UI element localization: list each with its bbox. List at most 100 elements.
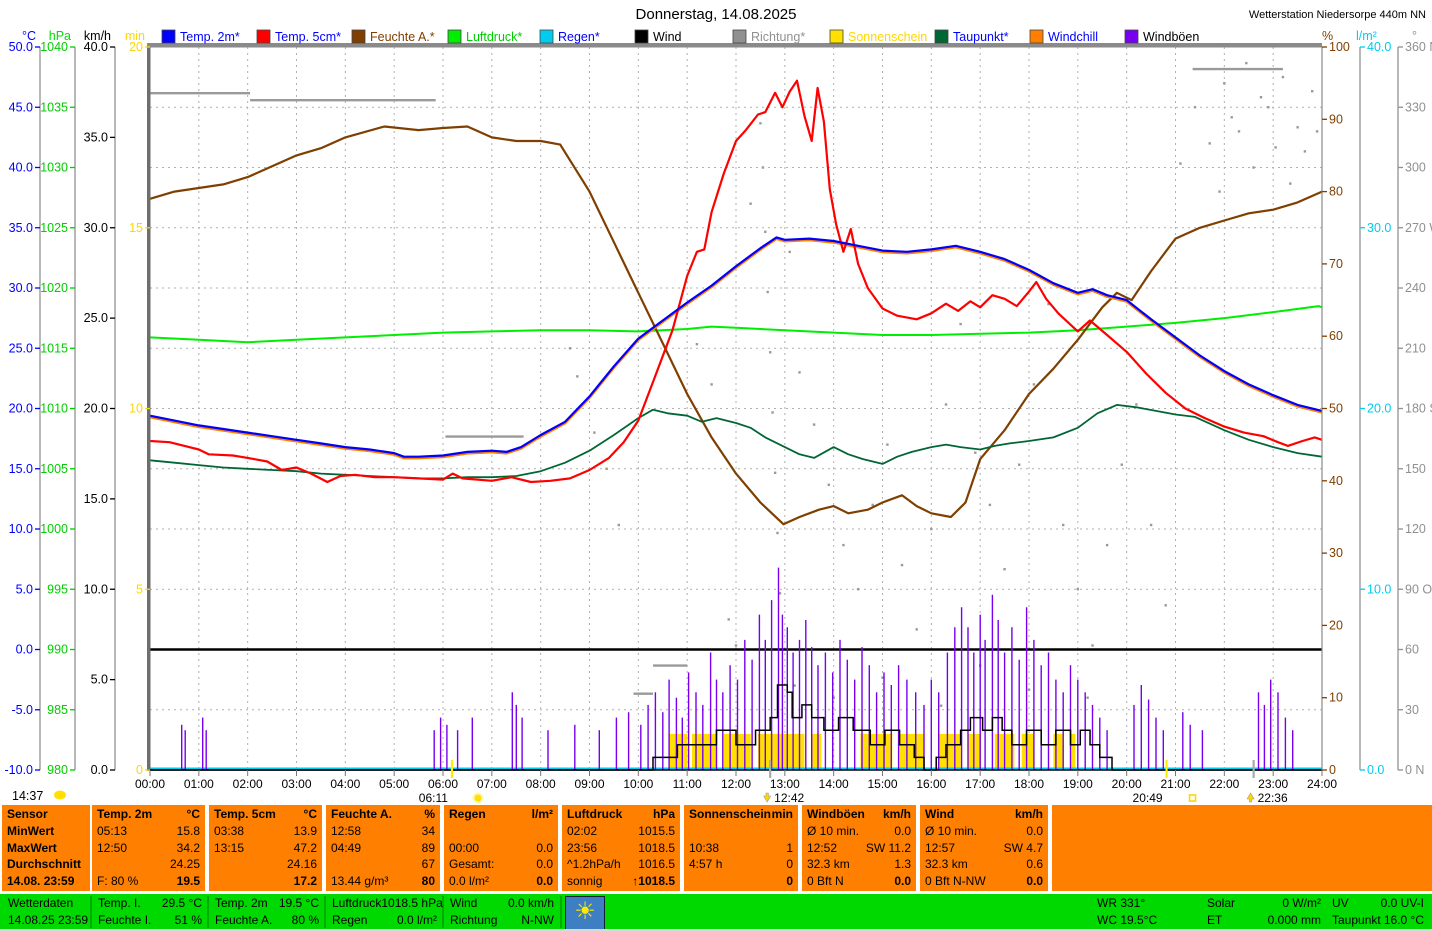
svg-text:50: 50 [1329,402,1343,416]
svg-text:20.0: 20.0 [1367,402,1391,416]
event-marker-label: 20:49 [1133,791,1163,804]
station-label: Wetterstation Niedersorpe 440m NN [1248,9,1426,21]
legend-item-label: Sonnenschein [848,30,927,44]
svg-text:1030: 1030 [40,161,68,175]
axis-unit-label: km/h [84,29,111,43]
svg-text:24:00: 24:00 [1307,777,1337,791]
svg-text:180 S: 180 S [1405,402,1432,416]
x-axis-labels: 00:00 01:00 02:00 03:00 04:00 05:00 06:00 07:00… [135,777,1337,791]
series-temp5cm [149,79,1323,484]
status-cell-1: Temp. I. 29.5 °C Feuchte I. 51 % [98,896,202,927]
summary-col-0: Sensor MinWert MaxWert Durchschnitt 14.08. 2… [2,805,90,891]
svg-text:210: 210 [1405,341,1426,355]
svg-text:0 N: 0 N [1405,763,1424,777]
axis: 40.0 35.0 30.0 25.0 20.0 15.0 10.0 5.0 0.0 [84,40,116,777]
svg-text:00:00: 00:00 [135,777,165,791]
svg-text:240: 240 [1405,281,1426,295]
corner-marker-label: 14:37 [12,789,43,803]
legend-swatch [351,29,366,44]
svg-text:08:00: 08:00 [526,777,556,791]
summary-col-2: Temp. 5cm °C 03:38 13.9 13:15 47.2 24.16 17.2 [209,805,322,891]
svg-text:45.0: 45.0 [9,100,33,114]
axis-unit-label: °C [22,29,36,43]
axis-unit-label: min [125,29,145,43]
svg-text:0.0: 0.0 [16,643,33,657]
legend-item-label: Richtung* [751,30,805,44]
summary-col-3: Feuchte A.% 12:58 34 04:49 89 67 13.44 g/m³ 80 [326,805,440,891]
svg-text:20:00: 20:00 [1112,777,1142,791]
svg-text:-10.0: -10.0 [5,763,34,777]
axis: 1040 1035 1030 1025 1020 1015 1010 1005 1000 995 9… [40,40,76,777]
legend-swatch [539,29,554,44]
svg-text:1000: 1000 [40,522,68,536]
svg-text:330: 330 [1405,100,1426,114]
svg-text:14:00: 14:00 [819,777,849,791]
summary-col-8: Wind km/h Ø 10 min. 0.0 12:57 SW 4.7 32.3 km 0.… [920,805,1048,891]
status-divider [442,896,444,928]
svg-text:10: 10 [129,402,143,416]
bottom-strip [0,929,1432,931]
legend-item-label: Taupunkt* [953,30,1009,44]
svg-text:360 N: 360 N [1405,40,1432,54]
svg-text:70: 70 [1329,257,1343,271]
svg-text:80: 80 [1329,185,1343,199]
svg-text:10.0: 10.0 [9,522,33,536]
event-marker-label: 22:36 [1258,791,1288,804]
svg-text:60: 60 [1329,329,1343,343]
summary-table: Sensor MinWert MaxWert Durchschnitt 14.08. 2… [0,804,1432,892]
svg-text:35.0: 35.0 [84,130,108,144]
event-marker-label: 12:42 [774,791,804,804]
svg-text:20.0: 20.0 [84,402,108,416]
sun-icon: ☀ [565,896,605,930]
status-bar: Wetterdaten 14.08.25 23:59 Temp. I. 29.5 °C… [0,893,1432,930]
svg-text:20: 20 [1329,618,1343,632]
legend-item-label: Windchill [1048,30,1098,44]
svg-text:1025: 1025 [40,221,68,235]
weather-plot: 50.045.040.035.030.025.020.015.010.05.00… [5,29,1432,804]
svg-text:03:00: 03:00 [281,777,311,791]
series-feuchte [149,125,1323,526]
legend-swatch [447,29,462,44]
event-markers: 06:11 12:42 20:49 22:36 14:37 [12,760,1288,804]
svg-text:05:00: 05:00 [379,777,409,791]
svg-text:40: 40 [1329,474,1343,488]
svg-text:60: 60 [1405,643,1419,657]
svg-text:20.0: 20.0 [9,402,33,416]
svg-text:980: 980 [47,763,68,777]
svg-text:40.0: 40.0 [1367,40,1391,54]
legend-item-label: Feuchte A.* [370,30,435,44]
chart-top-border [147,43,1322,48]
svg-text:30: 30 [1405,703,1419,717]
legend-swatch [1124,29,1139,44]
svg-text:90 O: 90 O [1405,582,1432,596]
status-divider [207,896,209,928]
summary-col-1: Temp. 2m °C 05:13 15.8 12:50 34.2 24.25 F: 80 %… [92,805,205,891]
svg-text:23:00: 23:00 [1258,777,1288,791]
svg-text:30.0: 30.0 [84,221,108,235]
svg-text:270 W: 270 W [1405,221,1432,235]
svg-text:15:00: 15:00 [867,777,897,791]
status-cell-6: Solar 0 W/m² ET 0.000 mm [1207,896,1321,927]
svg-text:985: 985 [47,703,68,717]
svg-text:09:00: 09:00 [574,777,604,791]
axis-unit-label: % [1322,29,1333,43]
svg-text:10:00: 10:00 [623,777,653,791]
svg-text:1040: 1040 [40,40,68,54]
legend-swatch [161,29,176,44]
axis-unit-label: hPa [49,29,71,43]
svg-text:25.0: 25.0 [9,341,33,355]
summary-col-7: Windböen km/h Ø 10 min. 0.0 12:52 SW 11.2 32.3… [802,805,916,891]
status-cell-5: WR 331° WC 19.5°C [1097,896,1158,927]
svg-text:18:00: 18:00 [1014,777,1044,791]
svg-text:-5.0: -5.0 [11,703,33,717]
legend-item-label: Regen* [558,30,600,44]
series-temp2m [149,236,1323,458]
svg-text:19:00: 19:00 [1063,777,1093,791]
status-divider [90,896,92,928]
series-wind [150,684,1322,771]
svg-text:150: 150 [1405,462,1426,476]
svg-text:17:00: 17:00 [965,777,995,791]
